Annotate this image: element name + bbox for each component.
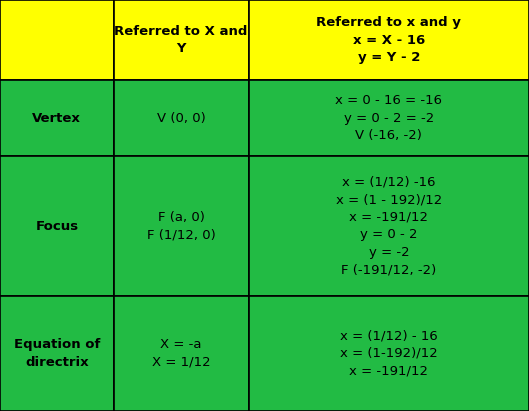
Bar — [114, 156, 249, 296]
Bar — [249, 80, 529, 156]
Bar — [114, 0, 249, 80]
Bar — [0, 80, 114, 156]
Text: x = (1/12) -16
x = (1 - 192)/12
x = -191/12
y = 0 - 2
y = -2
F (-191/12, -2): x = (1/12) -16 x = (1 - 192)/12 x = -191… — [336, 176, 442, 276]
Text: Focus: Focus — [35, 219, 78, 233]
Bar — [249, 0, 529, 80]
Bar — [0, 296, 114, 411]
Text: x = (1/12) - 16
x = (1-192)/12
x = -191/12: x = (1/12) - 16 x = (1-192)/12 x = -191/… — [340, 330, 437, 377]
Text: Vertex: Vertex — [32, 112, 81, 125]
Text: Referred to x and y
x = X - 16
y = Y - 2: Referred to x and y x = X - 16 y = Y - 2 — [316, 16, 461, 64]
Text: Referred to X and
Y: Referred to X and Y — [114, 25, 248, 55]
Text: F (a, 0)
F (1/12, 0): F (a, 0) F (1/12, 0) — [147, 211, 215, 241]
Text: V (0, 0): V (0, 0) — [157, 112, 206, 125]
Bar — [249, 296, 529, 411]
Text: x = 0 - 16 = -16
y = 0 - 2 = -2
V (-16, -2): x = 0 - 16 = -16 y = 0 - 2 = -2 V (-16, … — [335, 94, 442, 142]
Bar — [0, 0, 114, 80]
Bar — [249, 156, 529, 296]
Text: Equation of
directrix: Equation of directrix — [14, 338, 100, 369]
Bar — [114, 80, 249, 156]
Bar — [114, 296, 249, 411]
Bar — [0, 156, 114, 296]
Text: X = -a
X = 1/12: X = -a X = 1/12 — [152, 338, 211, 369]
